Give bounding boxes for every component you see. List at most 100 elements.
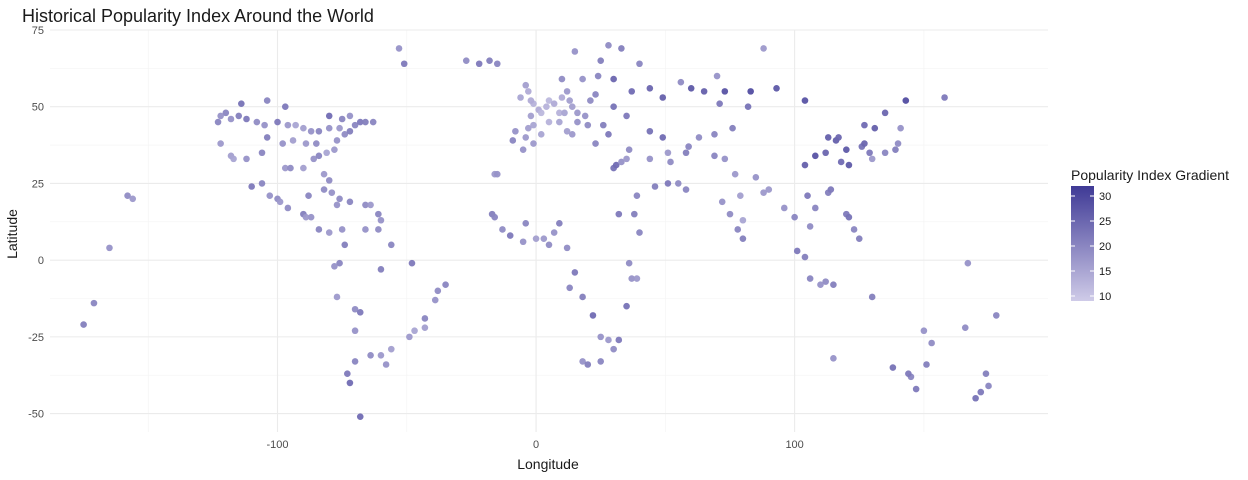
data-point <box>375 226 382 233</box>
data-point <box>881 109 889 117</box>
chart-title: Historical Popularity Index Around the W… <box>22 6 374 26</box>
data-point <box>475 60 483 68</box>
data-point <box>646 155 654 163</box>
data-point <box>881 149 889 157</box>
data-point <box>382 361 390 368</box>
data-point <box>434 287 442 295</box>
data-point <box>328 189 336 196</box>
data-point <box>700 88 708 95</box>
data-point <box>545 97 553 104</box>
data-point <box>594 72 602 80</box>
data-point <box>817 281 824 289</box>
x-tick-label: 100 <box>785 439 803 451</box>
data-point <box>253 118 261 126</box>
data-point <box>721 155 729 163</box>
data-point <box>830 355 837 362</box>
data-point <box>801 97 809 104</box>
data-point <box>579 358 586 365</box>
data-point <box>263 134 271 141</box>
data-point <box>711 152 718 160</box>
data-point <box>636 60 643 68</box>
data-point <box>861 140 868 147</box>
data-point <box>543 103 550 111</box>
data-point <box>320 186 328 193</box>
data-point <box>584 121 592 129</box>
data-point <box>651 183 659 190</box>
data-point <box>387 241 395 249</box>
data-point <box>623 112 630 120</box>
data-point <box>868 293 876 301</box>
data-point <box>346 127 354 135</box>
data-point <box>315 152 323 160</box>
data-point <box>625 259 633 267</box>
legend: Popularity Index Gradient 10 15 20 25 30 <box>1071 167 1229 303</box>
data-point <box>509 137 517 144</box>
data-point <box>667 158 674 166</box>
data-point <box>760 189 767 196</box>
data-point <box>367 201 374 209</box>
data-point <box>512 127 519 135</box>
data-point <box>830 281 837 289</box>
data-point <box>711 131 718 138</box>
data-point <box>615 336 623 344</box>
data-point <box>636 229 643 236</box>
data-point <box>605 131 612 138</box>
data-point <box>230 155 237 163</box>
data-point <box>395 45 403 52</box>
data-point <box>791 213 798 221</box>
data-point <box>587 97 594 104</box>
data-point <box>289 137 297 144</box>
data-point <box>812 204 819 212</box>
data-point <box>623 155 630 163</box>
data-point <box>406 333 413 341</box>
data-point <box>545 241 553 249</box>
data-point <box>744 103 752 111</box>
data-point <box>540 235 548 242</box>
data-point <box>992 312 1000 319</box>
data-point <box>571 269 579 276</box>
data-point <box>486 57 493 64</box>
data-point <box>377 216 385 224</box>
data-point <box>563 88 571 95</box>
data-point <box>341 241 349 249</box>
x-axis-title: Longitude <box>517 456 579 472</box>
data-point <box>238 100 245 107</box>
data-point <box>235 112 243 120</box>
data-point <box>307 213 315 221</box>
data-point <box>868 155 876 163</box>
data-point <box>362 201 369 209</box>
data-point <box>336 195 343 203</box>
data-point <box>325 124 333 132</box>
data-point <box>861 121 868 129</box>
data-point <box>222 109 230 117</box>
data-point <box>574 109 581 117</box>
data-point <box>367 351 374 359</box>
data-point <box>902 97 910 104</box>
x-tick-label: 0 <box>533 439 539 451</box>
data-point <box>674 180 682 187</box>
data-point <box>90 299 98 307</box>
data-point <box>558 75 566 83</box>
data-point <box>599 121 607 129</box>
data-point <box>124 192 131 200</box>
data-point <box>362 226 369 233</box>
data-point <box>537 109 545 117</box>
data-point <box>338 226 346 233</box>
data-point <box>845 161 853 169</box>
data-point <box>281 103 289 111</box>
data-point <box>305 192 312 200</box>
legend-tick-label: 10 <box>1099 291 1111 303</box>
data-point <box>633 192 641 200</box>
data-point <box>243 155 250 163</box>
data-point <box>793 247 801 255</box>
data-point <box>442 281 449 289</box>
data-point <box>677 78 685 86</box>
data-point <box>550 229 558 236</box>
data-point <box>871 124 879 132</box>
data-point <box>336 124 343 132</box>
data-point <box>217 112 224 120</box>
data-point <box>589 312 597 319</box>
y-tick-label: 25 <box>32 178 44 190</box>
data-point <box>545 118 553 126</box>
legend-tick-label: 25 <box>1099 216 1111 228</box>
